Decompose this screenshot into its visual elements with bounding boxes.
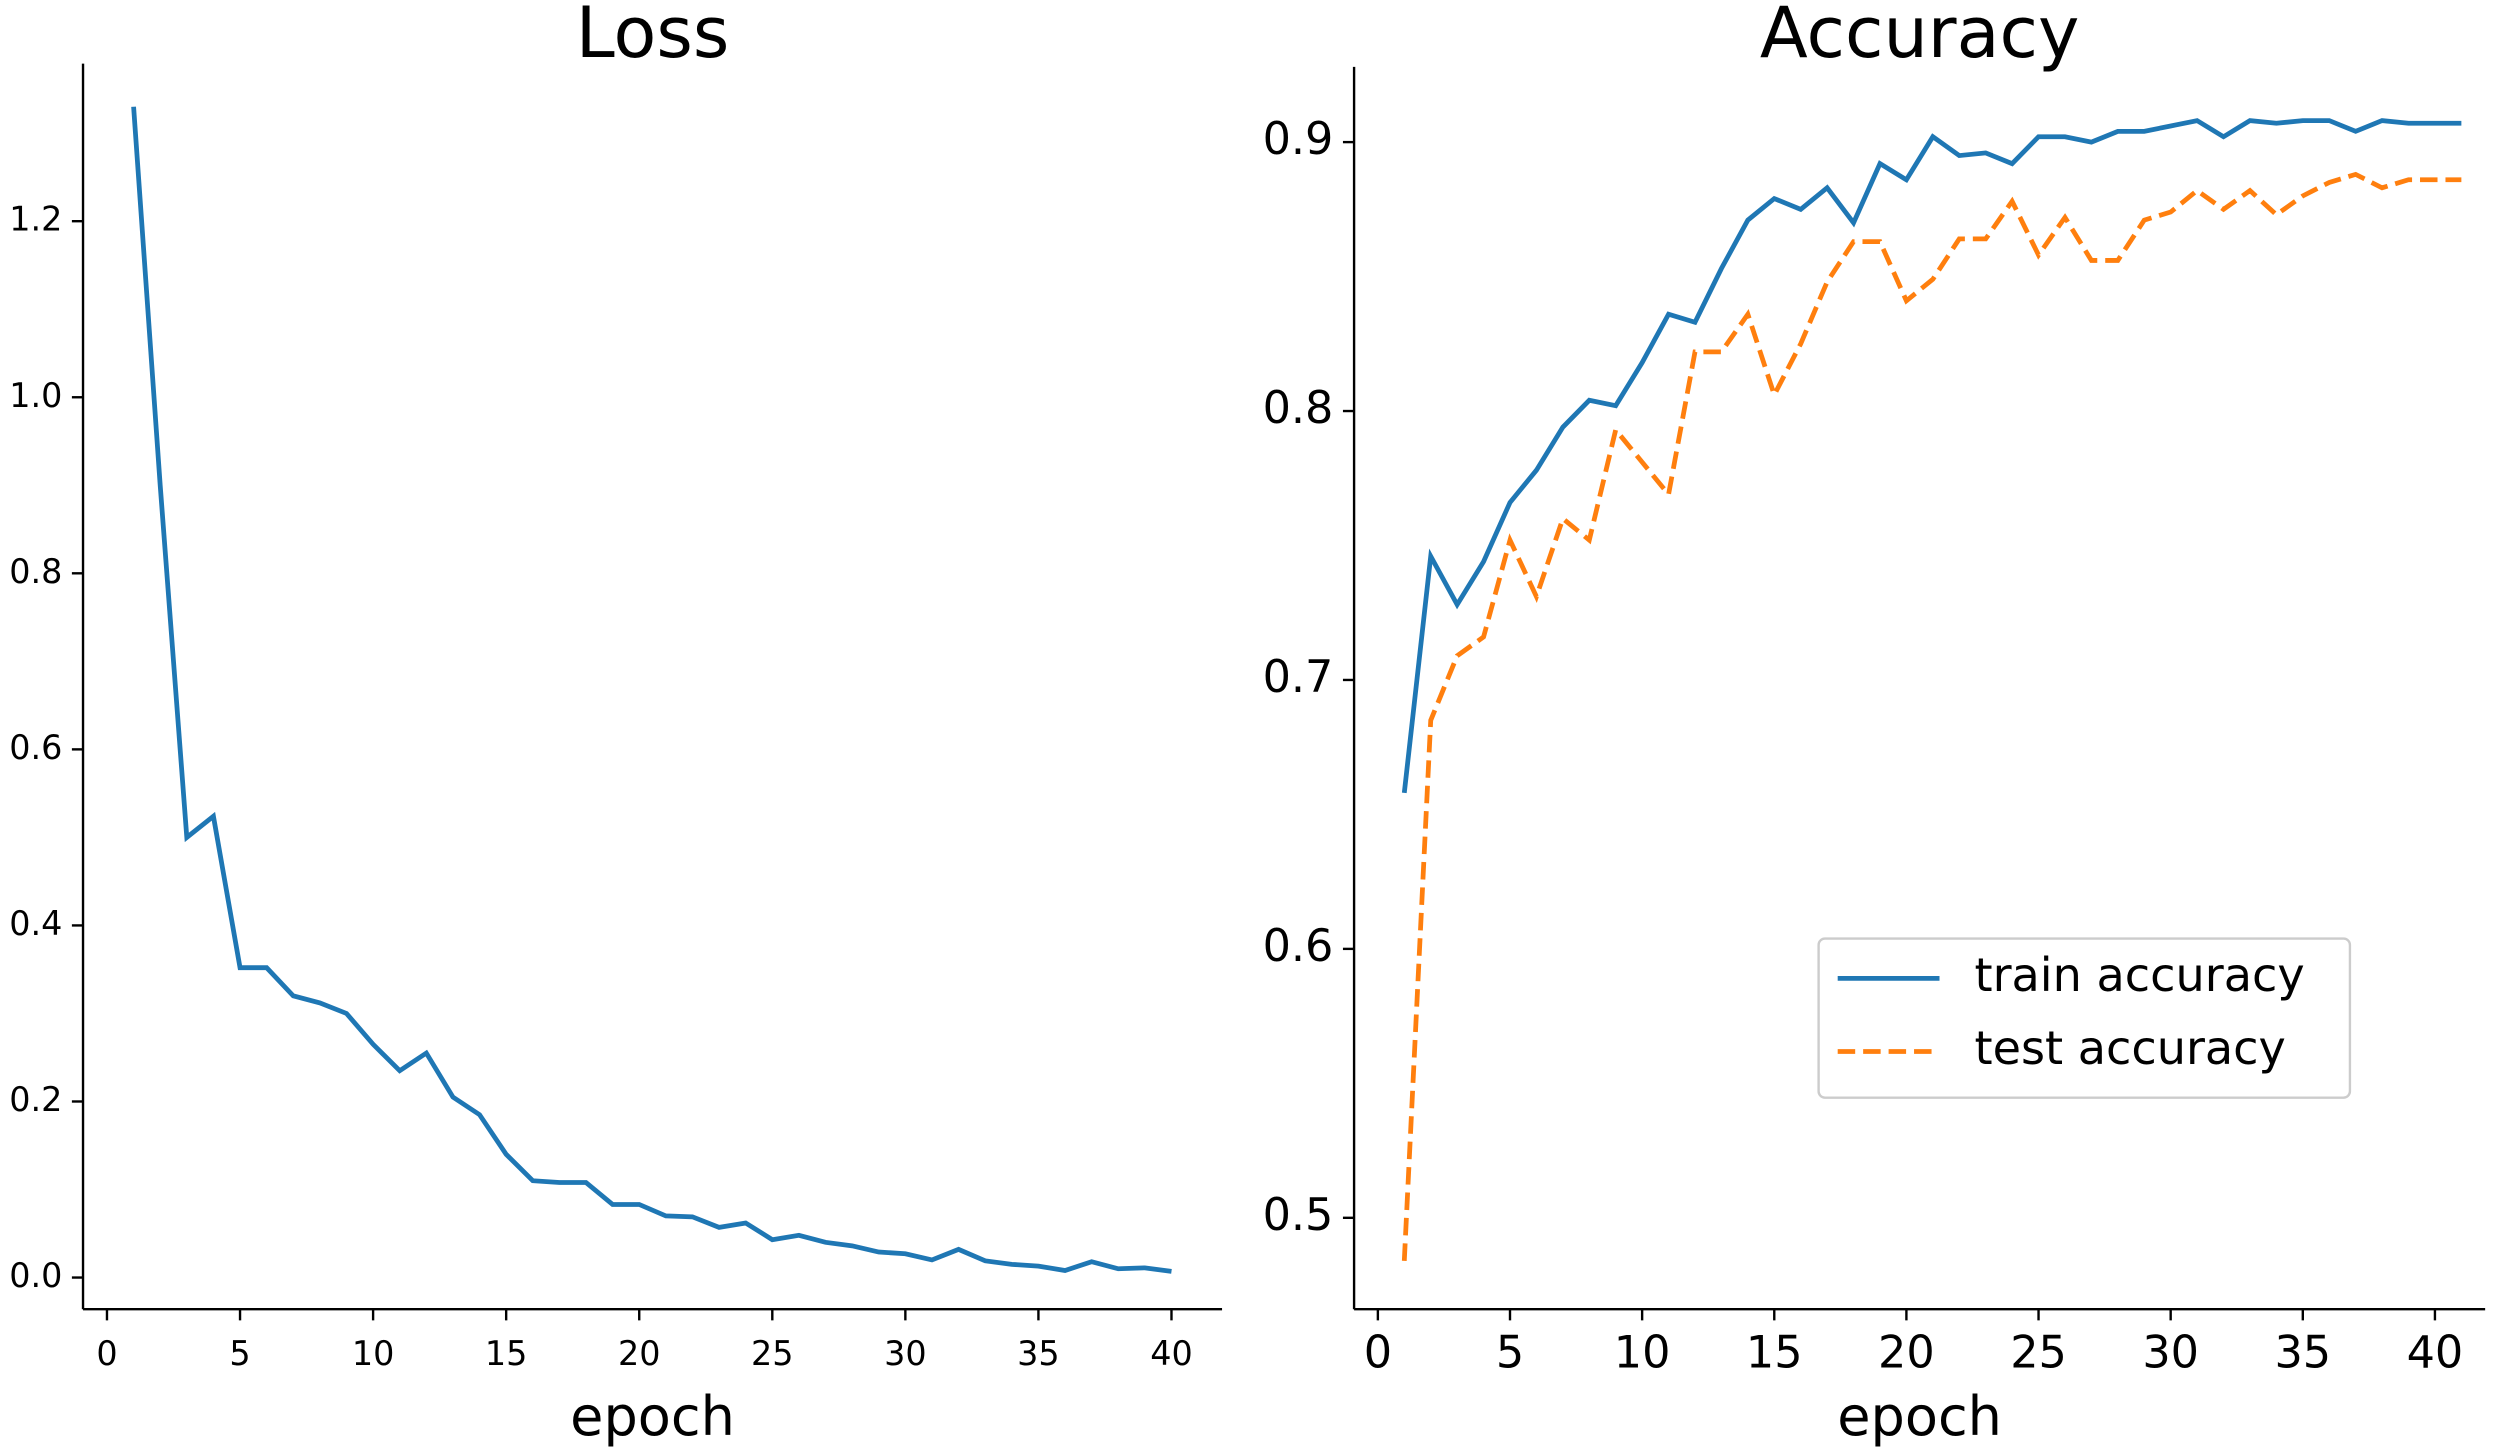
data-line bbox=[131, 106, 1172, 1274]
x-tick-label: 25 bbox=[751, 1334, 794, 1373]
x-tick-label: 40 bbox=[1150, 1334, 1193, 1373]
data-line bbox=[1401, 171, 2462, 1261]
y-tick-label: 0.7 bbox=[1263, 651, 1334, 703]
legend-label: test accuracy bbox=[1975, 1021, 2286, 1075]
x-axis-label: epoch bbox=[570, 1385, 735, 1448]
y-tick-label: 0.4 bbox=[9, 904, 62, 943]
y-tick-label: 1.2 bbox=[9, 200, 62, 239]
y-tick-label: 0.6 bbox=[9, 728, 62, 767]
panel: Loss epoch 0 5 10 15 20 25 30 35 40 0.0 0.2 0.4 0.6 0.8… bbox=[9, 0, 1223, 1448]
x-axis-label: epoch bbox=[1837, 1385, 2002, 1448]
x-tick-label: 20 bbox=[1878, 1326, 1935, 1378]
x-tick-label: 5 bbox=[229, 1334, 250, 1373]
x-tick-label: 15 bbox=[1746, 1326, 1803, 1378]
legend-label: train accuracy bbox=[1975, 948, 2305, 1002]
legend-box bbox=[1817, 937, 2352, 1099]
x-tick-label: 35 bbox=[1017, 1334, 1060, 1373]
x-tick-label: 5 bbox=[1496, 1326, 1524, 1378]
y-tick-label: 0.8 bbox=[9, 552, 62, 591]
chart-title: Accuracy bbox=[1760, 0, 2080, 74]
x-tick-label: 25 bbox=[2010, 1326, 2067, 1378]
x-tick-label: 30 bbox=[2142, 1326, 2199, 1378]
legend: train accuracy test accuracy bbox=[1817, 937, 2352, 1099]
x-tick-label: 30 bbox=[884, 1334, 927, 1373]
y-tick-label: 1.0 bbox=[9, 376, 62, 415]
x-tick-label: 15 bbox=[485, 1334, 527, 1373]
y-tick-label: 0.0 bbox=[9, 1256, 62, 1295]
y-tick-label: 0.2 bbox=[9, 1080, 62, 1119]
x-tick-label: 10 bbox=[352, 1334, 395, 1373]
panel: Accuracy epoch 0 5 10 15 20 25 30 35 40 0.5 0.6 0.7 0.… bbox=[1263, 0, 2486, 1448]
data-line bbox=[1401, 118, 2462, 794]
x-tick-label: 35 bbox=[2274, 1326, 2331, 1378]
chart-title: Loss bbox=[576, 0, 730, 74]
y-tick-label: 0.5 bbox=[1263, 1189, 1334, 1241]
y-tick-label: 0.9 bbox=[1263, 113, 1334, 165]
y-tick-label: 0.6 bbox=[1263, 920, 1334, 972]
x-tick-label: 10 bbox=[1614, 1326, 1671, 1378]
x-tick-label: 20 bbox=[618, 1334, 660, 1373]
x-tick-label: 0 bbox=[96, 1334, 117, 1373]
x-tick-label: 40 bbox=[2407, 1326, 2464, 1378]
y-tick-label: 0.8 bbox=[1263, 382, 1334, 434]
x-tick-label: 0 bbox=[1364, 1326, 1392, 1378]
